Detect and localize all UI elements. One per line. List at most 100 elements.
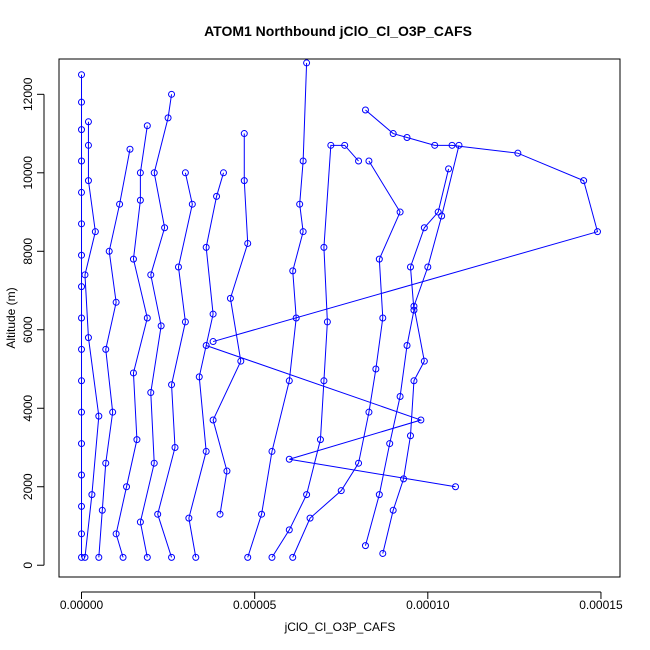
series-11: [244, 59, 311, 561]
data-point: [81, 553, 89, 561]
data-point: [244, 553, 252, 561]
series-15: [379, 141, 463, 557]
data-point: [406, 263, 414, 271]
data-point: [91, 228, 99, 236]
data-point: [299, 157, 307, 165]
data-point: [133, 436, 141, 444]
data-point: [112, 298, 120, 306]
data-point: [181, 169, 189, 177]
data-point: [154, 510, 162, 518]
data-point: [84, 334, 92, 342]
data-point: [174, 263, 182, 271]
data-point: [268, 447, 276, 455]
data-point: [78, 408, 86, 416]
data-point: [417, 416, 425, 424]
data-point: [365, 157, 373, 165]
series-8: [209, 130, 252, 518]
series-5: [136, 90, 176, 561]
data-point: [143, 553, 151, 561]
data-point: [226, 294, 234, 302]
data-point: [84, 118, 92, 126]
plot-frame: [58, 58, 621, 578]
data-point: [240, 177, 248, 185]
data-point: [143, 314, 151, 322]
data-point: [389, 130, 397, 138]
data-point: [78, 471, 86, 479]
data-point: [129, 369, 137, 377]
data-point: [105, 247, 113, 255]
data-point: [514, 149, 522, 157]
series-line: [382, 145, 460, 554]
data-point: [192, 553, 200, 561]
data-point: [78, 98, 86, 106]
data-point: [150, 169, 158, 177]
series-1: [78, 71, 86, 561]
data-point: [119, 553, 127, 561]
data-point: [375, 255, 383, 263]
data-point: [219, 169, 227, 177]
data-point: [396, 392, 404, 400]
y-tick-label: 6000: [21, 316, 35, 343]
data-point: [289, 267, 297, 275]
data-point: [143, 122, 151, 130]
data-point: [181, 318, 189, 326]
data-point: [78, 345, 86, 353]
y-tick-label: 12000: [21, 77, 35, 111]
data-point: [126, 145, 134, 153]
data-point: [375, 491, 383, 499]
data-point: [78, 188, 86, 196]
data-point: [109, 408, 117, 416]
data-point: [372, 365, 380, 373]
data-point: [452, 483, 460, 491]
data-point: [355, 157, 363, 165]
data-point: [78, 440, 86, 448]
data-point: [400, 475, 408, 483]
data-point: [455, 141, 463, 149]
data-point: [202, 447, 210, 455]
data-point: [420, 224, 428, 232]
data-point: [78, 157, 86, 165]
data-point: [78, 377, 86, 385]
data-point: [323, 318, 331, 326]
series-2: [81, 118, 103, 561]
data-point: [161, 224, 169, 232]
data-point: [78, 530, 86, 538]
data-point: [136, 518, 144, 526]
data-point: [448, 141, 456, 149]
data-point: [216, 510, 224, 518]
series-12: [268, 141, 363, 561]
series-3: [95, 145, 134, 561]
data-point: [299, 228, 307, 236]
data-point: [306, 514, 314, 522]
data-point: [78, 71, 86, 79]
series-line: [271, 144, 359, 558]
data-point: [424, 263, 432, 271]
data-point: [593, 228, 601, 236]
x-axis: 0.00000 0.00005 0.00010 0.00015: [60, 591, 623, 612]
data-point: [81, 271, 89, 279]
data-point: [285, 526, 293, 534]
data-point: [209, 338, 217, 346]
data-point: [168, 553, 176, 561]
data-point: [88, 491, 96, 499]
data-point: [431, 141, 439, 149]
x-tick-label: 0.00015: [579, 598, 623, 612]
y-tick-label: 0: [21, 562, 35, 569]
data-point: [410, 302, 418, 310]
data-point: [209, 416, 217, 424]
data-point: [168, 381, 176, 389]
series-4: [112, 122, 151, 561]
data-point: [78, 126, 86, 134]
data-point: [78, 220, 86, 228]
data-point: [78, 314, 86, 322]
data-point: [316, 436, 324, 444]
series-line: [206, 344, 456, 488]
data-point: [379, 314, 387, 322]
data-point: [195, 373, 203, 381]
plot-area: [78, 59, 601, 561]
data-point: [285, 377, 293, 385]
data-point: [240, 130, 248, 138]
y-tick-label: 4000: [21, 395, 35, 422]
data-point: [258, 510, 266, 518]
data-point: [396, 208, 404, 216]
